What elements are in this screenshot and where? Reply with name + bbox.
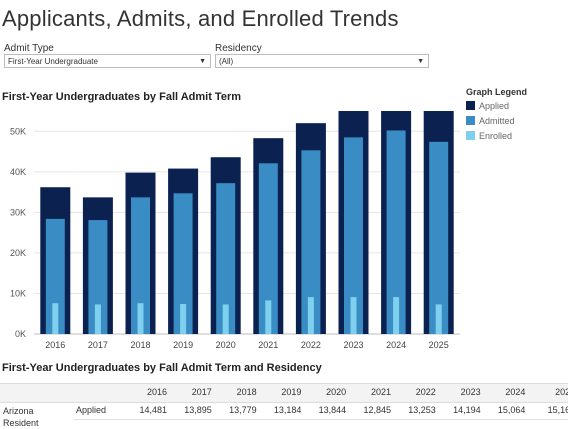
chart-title: First-Year Undergraduates by Fall Admit … [2,91,242,103]
legend-item-enrolled[interactable]: Enrolled [466,131,512,141]
x-tick-label: 2018 [130,340,150,350]
table-cell: 14,481 [139,405,167,415]
table-header-row [0,383,568,403]
table-cell: 15,064 [497,405,526,415]
x-tick-label: 2022 [301,340,321,350]
bar-enrolled [350,297,357,334]
legend-swatch-applied [466,101,475,110]
x-tick-label: 2017 [88,340,108,350]
row-metric-label: Applied [76,405,107,415]
bar-enrolled [94,304,101,334]
bar-chart: 0K 10K 20K 30K 40K 50K 2016 2017 2018 2019 2020 202… [0,104,460,354]
bar-enrolled [307,297,314,334]
bar-enrolled [222,304,229,334]
bar-admitted [45,218,65,334]
x-tick-label: 2020 [216,340,236,350]
x-tick-label: 2019 [173,340,193,350]
bar-chart-svg: 0K 10K 20K 30K 40K 50K 2016 2017 2018 2019 2020 202… [10,111,460,350]
bar-admitted [386,130,406,334]
legend-item-admitted[interactable]: Admitted [466,116,515,126]
row-group-line2: Resident [3,418,39,428]
admit-type-value: First-Year Undergraduate [8,57,98,66]
bar-admitted [258,163,278,334]
x-tick-label: 2023 [343,340,363,350]
admit-type-label: Admit Type [4,43,54,54]
legend-title: Graph Legend [466,87,528,97]
bar-enrolled [52,303,59,334]
legend-item-applied[interactable]: Applied [466,101,509,111]
bar-enrolled [435,304,442,334]
table-cell: 13,895 [184,405,212,415]
year-header: 202 [555,387,568,397]
row-group-label: Arizona Resident [3,405,39,429]
legend-label-enrolled: Enrolled [479,131,513,141]
chevron-down-icon: ▼ [417,58,424,65]
bar-enrolled [393,297,400,334]
row-group-line1: Arizona [3,406,34,416]
legend-label-admitted: Admitted [479,116,515,126]
chevron-down-icon: ▼ [199,58,206,65]
y-tick-label: 50K [10,126,26,136]
x-tick-label: 2025 [429,340,449,350]
y-tick-label: 30K [10,207,26,217]
bar-admitted [88,220,108,334]
year-header: 2024 [505,387,526,397]
table-cell: 15,16 [547,405,568,415]
residency-value: (All) [219,57,234,66]
bar-admitted [173,193,193,334]
bar-enrolled [137,303,144,334]
year-header: 2019 [281,387,302,397]
row-divider [74,419,568,420]
bar-enrolled [180,303,187,334]
y-tick-label: 40K [10,167,26,177]
table-cell: 12,845 [363,405,391,415]
residency-dropdown[interactable]: (All) ▼ [215,54,429,68]
table-cell: 14,194 [453,405,481,415]
y-tick-label: 0K [15,329,26,339]
bar-admitted [429,141,449,334]
bar-admitted [131,197,150,334]
bar-admitted [301,150,321,334]
legend-label-applied: Applied [479,101,510,111]
year-header: 2020 [326,387,347,397]
legend-swatch-admitted [466,116,475,125]
year-header: 2017 [191,387,212,397]
x-tick-label: 2021 [258,340,278,350]
y-tick-label: 20K [10,248,26,258]
year-header: 2021 [370,387,391,397]
bar-admitted [344,137,363,334]
table-cell: 13,253 [408,405,436,415]
page-title: Applicants, Admits, and Enrolled Trends [2,6,399,31]
residency-label: Residency [215,43,262,54]
year-header: 2023 [460,387,481,397]
admit-type-dropdown[interactable]: First-Year Undergraduate ▼ [4,54,211,68]
year-header: 2016 [146,387,167,397]
table-title: First-Year Undergraduates by Fall Admit … [2,362,322,374]
y-tick-label: 10K [10,288,26,298]
x-tick-label: 2016 [45,340,65,350]
bar-admitted [216,183,236,334]
x-tick-label: 2024 [386,340,406,350]
bar-enrolled [265,300,272,334]
year-header: 2022 [415,387,436,397]
year-header: 2018 [236,387,257,397]
legend-swatch-enrolled [466,131,475,140]
table-cell: 13,184 [273,405,302,415]
table-cell: 13,844 [318,405,347,415]
table-cell: 13,779 [229,405,257,415]
